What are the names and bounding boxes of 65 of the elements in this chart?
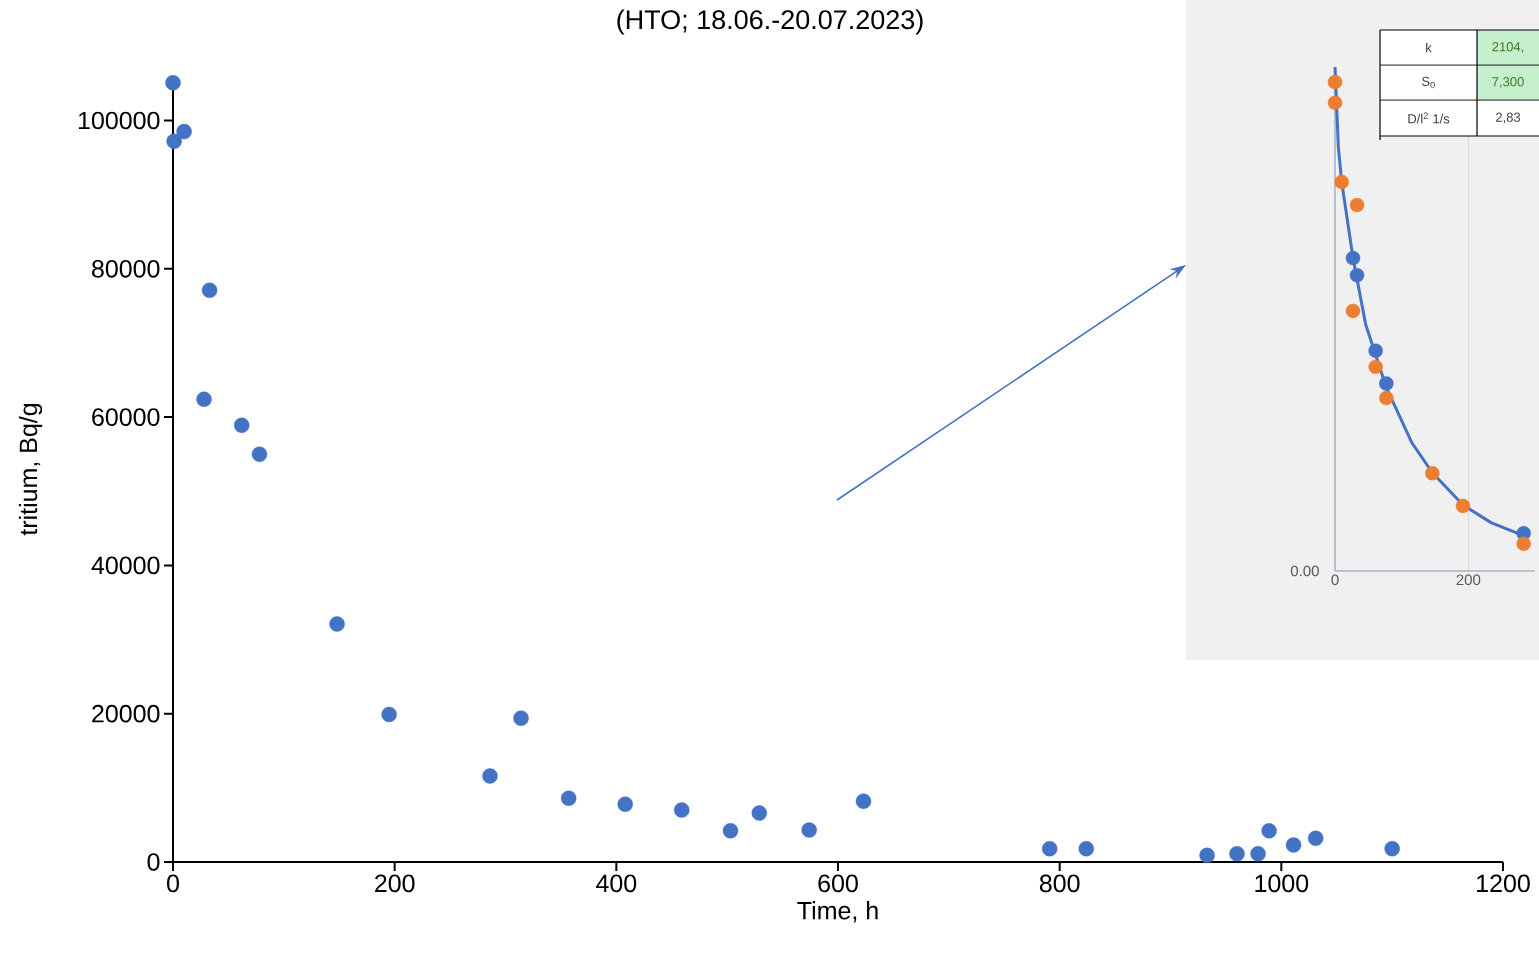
point — [1349, 197, 1365, 213]
y-tick-label: 60000 — [92, 408, 160, 426]
point — [560, 790, 577, 806]
y-tick-label: 100000 — [78, 111, 160, 130]
point — [1334, 174, 1349, 190]
y-tick-label: 40000 — [91, 556, 160, 575]
point — [1327, 95, 1343, 110]
point — [251, 446, 268, 462]
point — [1345, 250, 1361, 266]
point — [1345, 303, 1361, 319]
point — [1327, 74, 1343, 90]
annotation: S$_{0}$ — [1422, 76, 1435, 89]
point — [234, 417, 250, 433]
y-tick-label: 20000 — [92, 704, 160, 723]
point — [855, 793, 872, 809]
point — [617, 796, 633, 812]
point — [1261, 823, 1277, 839]
annotation: 0.00 — [1290, 565, 1319, 577]
y-tick-label: 0 — [147, 853, 160, 871]
x-tick-label: 800 — [1039, 874, 1080, 893]
point — [1041, 840, 1058, 857]
point — [1308, 830, 1324, 846]
point — [1379, 376, 1394, 391]
y-axis-title: tritium, Bq/g — [18, 403, 43, 536]
x-axis-title: Time, h — [797, 901, 878, 923]
point — [1250, 846, 1266, 862]
point — [1078, 840, 1094, 857]
x-tick-label: 1200 — [1477, 874, 1530, 893]
point — [1368, 359, 1383, 375]
point — [1425, 466, 1440, 481]
point — [166, 133, 182, 149]
point — [722, 823, 739, 839]
point — [1349, 267, 1365, 283]
chart-title: (HTO; 18.06.-20.07.2023) — [617, 9, 923, 35]
point — [201, 282, 218, 298]
point — [801, 822, 817, 838]
y-tick-label: 80000 — [92, 259, 160, 278]
point — [751, 805, 768, 821]
x-tick-label: 0 — [167, 874, 179, 893]
point — [482, 768, 498, 784]
text: 2104, — [1492, 42, 1524, 53]
point — [1199, 847, 1215, 864]
point — [674, 802, 690, 818]
point — [176, 123, 192, 140]
x-tick-label: 600 — [818, 874, 858, 893]
point — [196, 391, 212, 407]
point — [1285, 837, 1302, 853]
annotation: D/l$^{2}$ 1/s — [1408, 112, 1450, 124]
point — [1368, 343, 1383, 358]
x-tick-label: 400 — [596, 874, 637, 893]
point — [165, 74, 181, 91]
point — [513, 710, 529, 726]
text: k — [1426, 42, 1432, 53]
annotation: 2,83 — [1496, 112, 1521, 124]
point — [1516, 536, 1531, 551]
point — [1455, 498, 1471, 514]
annotation: 7,300 — [1492, 77, 1524, 88]
point — [329, 616, 345, 632]
point — [381, 706, 397, 723]
x-tick-label: 200 — [375, 874, 415, 893]
point — [1229, 846, 1245, 862]
point — [1379, 390, 1394, 406]
x-tick-label: 200 — [1456, 574, 1481, 586]
x-tick-label: 1000 — [1255, 874, 1309, 893]
point — [1384, 840, 1400, 857]
